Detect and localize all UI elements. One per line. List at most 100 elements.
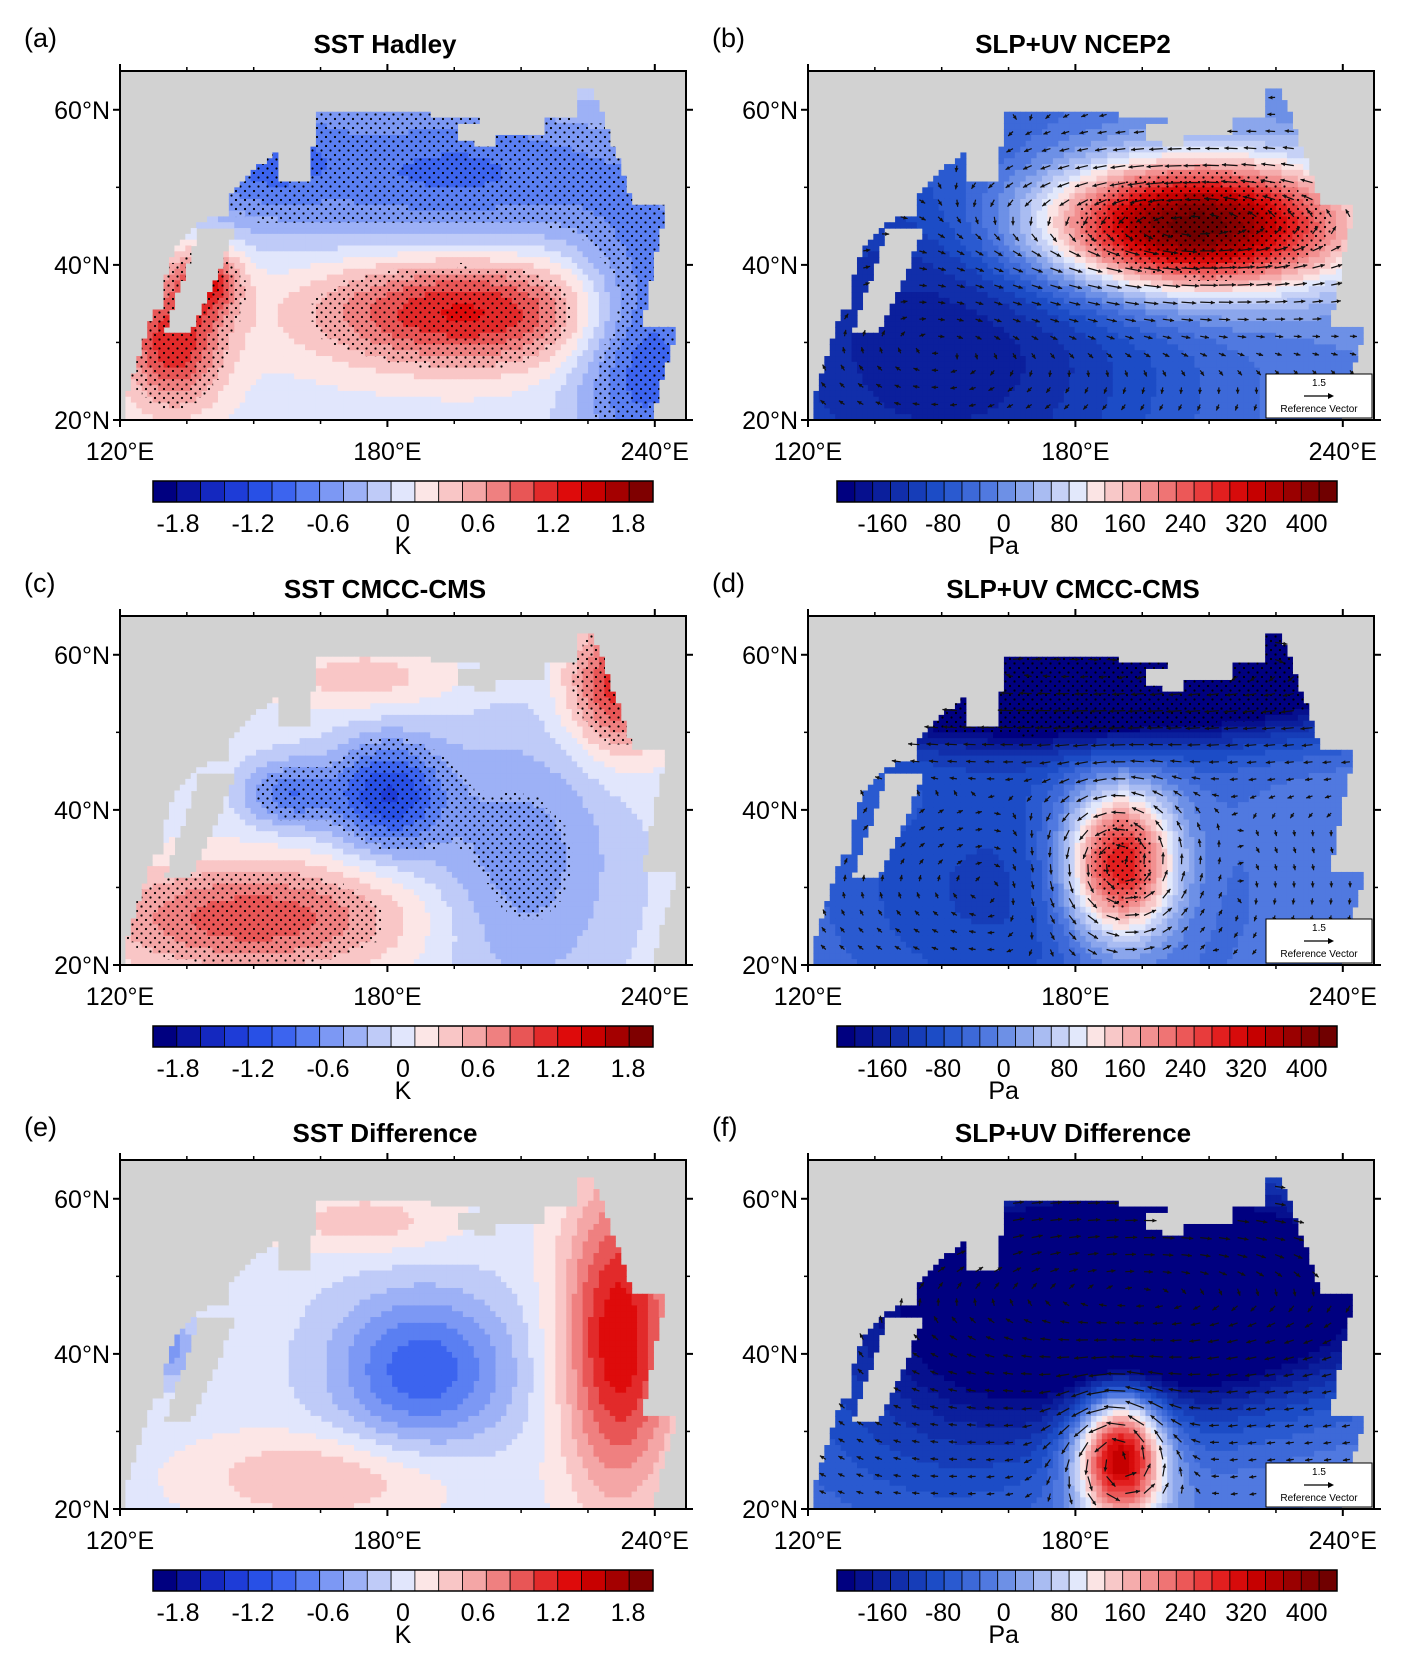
colorbar-swatch (1105, 481, 1123, 502)
colorbar-swatch (201, 1570, 225, 1591)
colorbar-swatch (926, 1026, 944, 1047)
colorbar-swatch (201, 1026, 225, 1047)
colorbar-swatch (272, 1026, 296, 1047)
colorbar-swatch (1248, 1570, 1266, 1591)
colorbar-swatch (1105, 1026, 1123, 1047)
colorbar-swatch (1266, 481, 1284, 502)
colorbar-swatch (1051, 1570, 1069, 1591)
colorbar-swatch (391, 1026, 415, 1047)
colorbar-label: -160 (857, 1599, 907, 1627)
colorbar-swatch (962, 1570, 980, 1591)
colorbar-units: K (395, 1621, 412, 1649)
colorbar-swatch (1230, 481, 1248, 502)
x-tick-label: 120°E (774, 1527, 842, 1555)
colorbar-swatch (153, 1570, 177, 1591)
colorbar-swatch (343, 481, 367, 502)
colorbar-swatch (582, 481, 606, 502)
colorbar-swatch (510, 481, 534, 502)
colorbar-label: 240 (1165, 1599, 1207, 1627)
x-tick-label: 180°E (1041, 1527, 1109, 1555)
colorbar-swatch (1230, 1570, 1248, 1591)
colorbar-swatch (1301, 481, 1319, 502)
colorbar-label: 1.8 (611, 510, 646, 538)
x-tick-label: 120°E (774, 983, 842, 1011)
colorbar-label: 1.8 (611, 1055, 646, 1083)
colorbar-swatch (1319, 481, 1337, 502)
colorbar-swatch (926, 1570, 944, 1591)
y-tick-label: 40°N (54, 252, 110, 280)
colorbar-swatch (534, 1026, 558, 1047)
colorbar-swatch (1176, 1570, 1194, 1591)
colorbar-swatch (1283, 1026, 1301, 1047)
colorbar-label: 160 (1104, 1055, 1146, 1083)
colorbar-swatch (367, 1570, 391, 1591)
colorbar-swatch (1087, 481, 1105, 502)
colorbar-swatch (415, 1570, 439, 1591)
colorbar-swatch (1283, 1570, 1301, 1591)
colorbar-swatch (926, 481, 944, 502)
colorbar-swatch (367, 481, 391, 502)
colorbar-swatch (439, 1570, 463, 1591)
colorbar-label: 0.6 (461, 1599, 496, 1627)
x-tick-label: 180°E (353, 1527, 421, 1555)
colorbar-label: -80 (925, 510, 961, 538)
colorbar-swatch (1248, 481, 1266, 502)
x-tick-label: 180°E (353, 438, 421, 466)
y-tick-label: 60°N (54, 1186, 110, 1214)
colorbar-swatch (486, 1570, 510, 1591)
y-tick-label: 20°N (742, 1496, 798, 1524)
colorbar-swatch (1141, 1570, 1159, 1591)
colorbar-swatch (1319, 1570, 1337, 1591)
y-tick-label: 20°N (54, 407, 110, 435)
colorbar-swatch (367, 1026, 391, 1047)
colorbar-swatch (1033, 481, 1051, 502)
colorbar-swatch (980, 1570, 998, 1591)
y-tick-label: 60°N (54, 97, 110, 125)
colorbar-swatch (272, 1570, 296, 1591)
colorbar-label: 240 (1165, 1055, 1207, 1083)
reference-vector-value: 1.5 (1312, 1467, 1326, 1478)
x-tick-label: 180°E (353, 983, 421, 1011)
x-tick-label: 180°E (1041, 983, 1109, 1011)
colorbar-swatch (1301, 1570, 1319, 1591)
colorbar-swatch (296, 1570, 320, 1591)
colorbar-swatch (1176, 481, 1194, 502)
colorbar-swatch (1194, 1026, 1212, 1047)
colorbar-swatch (224, 1026, 248, 1047)
panel-title: SLP+UV Difference (955, 1118, 1191, 1148)
colorbar-swatch (1230, 1026, 1248, 1047)
colorbar-label: -160 (857, 510, 907, 538)
x-tick-label: 180°E (1041, 438, 1109, 466)
colorbar-swatch (1319, 1026, 1337, 1047)
reference-vector-label: Reference Vector (1280, 404, 1358, 415)
colorbar-swatch (248, 1026, 272, 1047)
y-tick-label: 40°N (742, 1341, 798, 1369)
panel-title: SLP+UV CMCC-CMS (946, 574, 1200, 604)
y-tick-label: 20°N (54, 952, 110, 980)
colorbar-swatch (1266, 1026, 1284, 1047)
colorbar-label: 400 (1286, 1599, 1328, 1627)
figure: 60°N40°N20°N120°E 180°E 240°ESST Hadley(a)… (0, 0, 1406, 1663)
y-tick-label: 60°N (742, 642, 798, 670)
colorbar-swatch (998, 1026, 1016, 1047)
colorbar-label: 160 (1104, 1599, 1146, 1627)
colorbar-label: -0.6 (306, 1599, 349, 1627)
x-tick-label: 120°E (774, 438, 842, 466)
x-tick-label: 120°E (86, 983, 154, 1011)
colorbar-swatch (391, 1570, 415, 1591)
colorbar-label: -1.8 (156, 510, 199, 538)
colorbar-label: -1.2 (231, 1599, 274, 1627)
colorbar-swatch (296, 1026, 320, 1047)
y-tick-label: 20°N (54, 1496, 110, 1524)
colorbar-swatch (201, 481, 225, 502)
colorbar-swatch (837, 481, 855, 502)
colorbar-swatch (908, 1026, 926, 1047)
colorbar-swatch (891, 1570, 909, 1591)
colorbar-label: 1.2 (536, 1055, 571, 1083)
colorbar-swatch (1212, 481, 1230, 502)
colorbar-swatch (1016, 1570, 1034, 1591)
colorbar-swatch (605, 1570, 629, 1591)
colorbar-swatch (582, 1570, 606, 1591)
